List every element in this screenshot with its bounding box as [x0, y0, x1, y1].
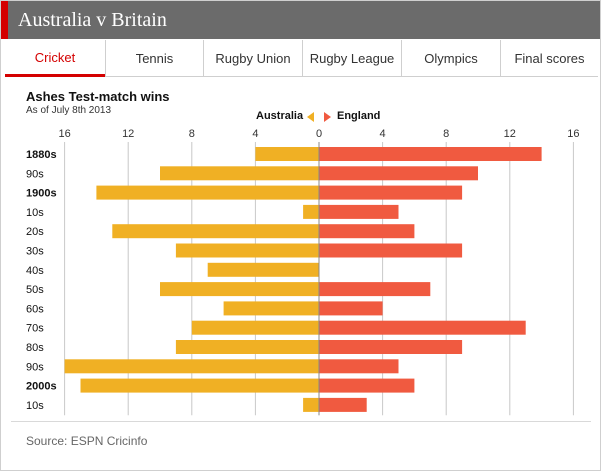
- category-label: 30s: [26, 246, 44, 258]
- page-title: Australia v Britain: [18, 9, 167, 31]
- bar-england: [319, 359, 399, 374]
- category-label: 90s: [26, 361, 44, 373]
- tab-rugby-union[interactable]: Rugby Union: [203, 40, 302, 77]
- x-tick-label: 8: [189, 128, 195, 140]
- bar-england: [319, 147, 542, 161]
- category-label: 20s: [26, 226, 44, 238]
- category-label: 1900s: [26, 188, 57, 200]
- x-tick-label: 4: [252, 128, 258, 140]
- title-bar: Australia v Britain: [1, 1, 600, 39]
- chart-subtitle: As of July 8th 2013: [26, 105, 112, 116]
- bar-england: [319, 301, 383, 316]
- bar-australia: [303, 397, 319, 412]
- category-label: 80s: [26, 342, 44, 354]
- category-label: 10s: [26, 207, 44, 219]
- category-label: 50s: [26, 284, 44, 296]
- bar-england: [319, 166, 478, 181]
- bar-england: [319, 320, 526, 335]
- bar-england: [319, 282, 431, 297]
- bar-england: [319, 340, 463, 354]
- bar-england: [319, 378, 415, 393]
- ashes-chart: 16 12 8 4 0 4 8 12 161880s90s1900s10s20s30s40s50…: [26, 128, 580, 416]
- tab-bar: Cricket Tennis Rugby Union Rugby League …: [5, 40, 598, 77]
- bar-australia: [160, 282, 319, 297]
- category-label: 70s: [26, 323, 44, 335]
- category-label: 1880s: [26, 149, 57, 161]
- bar-australia: [160, 166, 319, 181]
- bar-england: [319, 224, 415, 239]
- tab-rugby-league[interactable]: Rugby League: [302, 40, 401, 77]
- legend-england: England: [337, 110, 381, 122]
- bar-australia: [191, 320, 319, 335]
- x-tick-label: 16: [567, 128, 579, 140]
- bar-australia: [175, 243, 319, 258]
- bar-australia: [64, 359, 319, 374]
- x-tick-label: 16: [58, 128, 70, 140]
- bar-australia: [303, 204, 319, 219]
- x-tick-label: 8: [443, 128, 449, 140]
- category-label: 10s: [26, 400, 44, 412]
- tab-olympics[interactable]: Olympics: [401, 40, 500, 77]
- x-tick-label: 12: [504, 128, 516, 140]
- bar-australia: [96, 185, 320, 200]
- bar-australia: [223, 301, 319, 316]
- footer-divider: [11, 421, 591, 422]
- category-label: 90s: [26, 168, 44, 180]
- x-tick-label: 12: [122, 128, 134, 140]
- source-note: Source: ESPN Cricinfo: [26, 434, 148, 448]
- bar-australia: [255, 147, 319, 161]
- tab-final-scores[interactable]: Final scores: [500, 40, 598, 77]
- category-label: 2000s: [26, 381, 57, 393]
- bar-australia: [207, 262, 319, 277]
- bar-australia: [112, 224, 319, 239]
- tab-tennis[interactable]: Tennis: [105, 40, 203, 77]
- tab-cricket[interactable]: Cricket: [5, 40, 105, 77]
- bar-england: [319, 185, 463, 200]
- category-label: 40s: [26, 265, 44, 277]
- legend-arrow-right-icon: [324, 112, 331, 122]
- title-accent: [1, 1, 8, 39]
- bar-england: [319, 243, 463, 258]
- bar-australia: [80, 378, 319, 393]
- x-tick-label: 0: [316, 128, 322, 140]
- legend-arrow-left-icon: [307, 112, 314, 122]
- x-tick-label: 4: [380, 128, 386, 140]
- legend-australia: Australia: [256, 110, 304, 122]
- chart-title: Ashes Test-match wins: [26, 89, 170, 104]
- bar-england: [319, 397, 367, 412]
- category-label: 60s: [26, 303, 44, 315]
- bar-england: [319, 204, 399, 219]
- bar-australia: [175, 340, 319, 354]
- legend-arrows: [307, 112, 331, 122]
